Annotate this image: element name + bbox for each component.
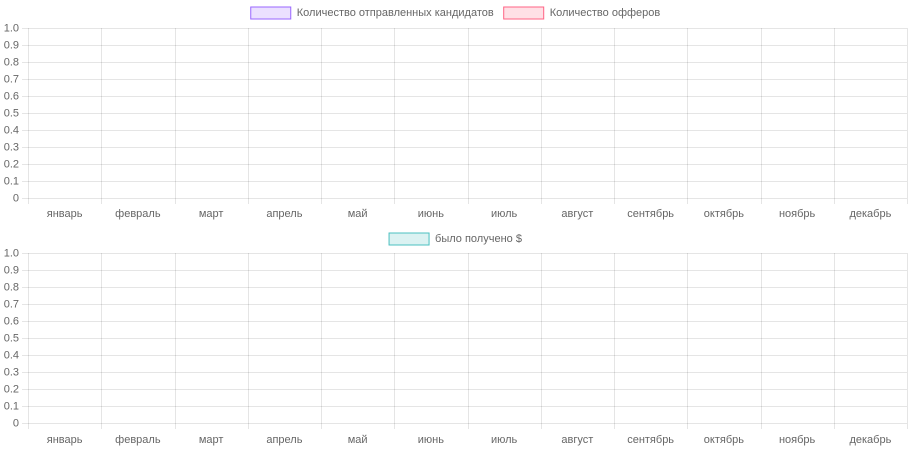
- x-tick-label: декабрь: [849, 434, 891, 446]
- y-tick-label: 0.4: [4, 349, 19, 361]
- x-tick-label: март: [199, 208, 224, 220]
- x-tick-label: июнь: [418, 434, 444, 446]
- x-tick-label: март: [199, 434, 224, 446]
- y-tick-label: 0: [13, 417, 19, 429]
- x-tick-label: февраль: [115, 208, 161, 220]
- y-tick-label: 0.7: [4, 73, 19, 85]
- legend-label: было получено $: [435, 233, 522, 245]
- y-tick-label: 0.7: [4, 298, 19, 310]
- x-tick-label: июнь: [418, 208, 444, 220]
- y-tick-label: 0.5: [4, 107, 19, 119]
- y-tick-label: 0.2: [4, 383, 19, 395]
- x-tick-label: апрель: [266, 434, 302, 446]
- x-tick-label: февраль: [115, 434, 161, 446]
- y-tick-label: 0.3: [4, 366, 19, 378]
- x-tick-label: июль: [491, 208, 518, 220]
- y-tick-label: 0.6: [4, 315, 19, 327]
- x-tick-label: май: [348, 434, 368, 446]
- x-tick-label: январь: [47, 208, 83, 220]
- x-tick-label: июль: [491, 434, 518, 446]
- y-tick-label: 0.6: [4, 90, 19, 102]
- x-tick-label: сентябрь: [627, 434, 674, 446]
- y-tick-label: 0.3: [4, 141, 19, 153]
- x-tick-label: апрель: [266, 208, 302, 220]
- legend-swatch: [388, 232, 430, 246]
- x-tick-label: декабрь: [849, 208, 891, 220]
- x-tick-label: январь: [47, 434, 83, 446]
- x-tick-label: ноябрь: [779, 434, 816, 446]
- legend-label: Количество офферов: [550, 7, 661, 19]
- legend-swatch: [503, 6, 545, 20]
- y-tick-label: 0.9: [4, 39, 19, 51]
- y-tick-label: 0.8: [4, 56, 19, 68]
- legend-swatch: [250, 6, 292, 20]
- x-tick-label: октябрь: [704, 434, 744, 446]
- y-tick-label: 1.0: [4, 22, 19, 34]
- y-tick-label: 0.8: [4, 281, 19, 293]
- y-tick-label: 0.2: [4, 158, 19, 170]
- x-tick-label: август: [561, 434, 593, 446]
- x-tick-label: ноябрь: [779, 208, 816, 220]
- x-tick-label: сентябрь: [627, 208, 674, 220]
- y-tick-label: 0: [13, 192, 19, 204]
- y-tick-label: 0.4: [4, 124, 19, 136]
- y-tick-label: 1.0: [4, 247, 19, 259]
- x-tick-label: август: [561, 208, 593, 220]
- legend: было получено $: [388, 232, 522, 246]
- y-tick-label: 0.9: [4, 264, 19, 276]
- legend: Количество отправленных кандидатов Количе…: [250, 6, 661, 20]
- legend-label: Количество отправленных кандидатов: [297, 7, 494, 19]
- y-tick-label: 0.1: [4, 175, 19, 187]
- y-tick-label: 0.1: [4, 400, 19, 412]
- x-tick-label: май: [348, 208, 368, 220]
- y-tick-label: 0.5: [4, 332, 19, 344]
- x-tick-label: октябрь: [704, 208, 744, 220]
